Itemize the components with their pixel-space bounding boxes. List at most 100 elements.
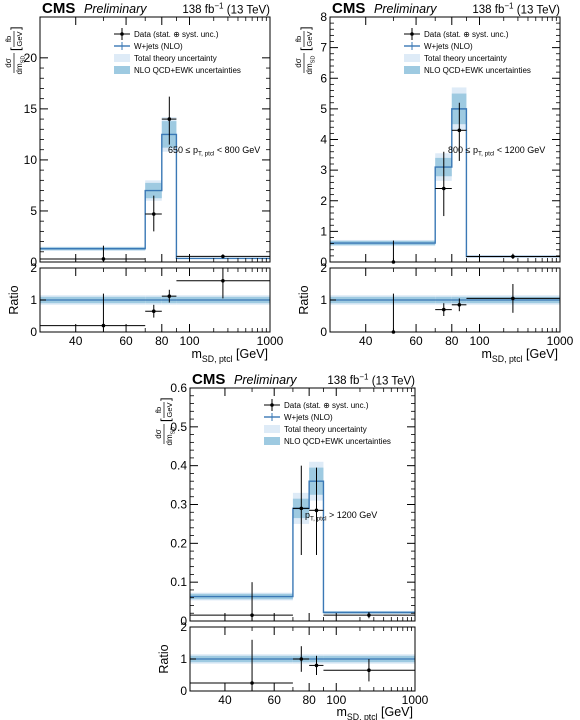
legend-nlo-swatch (114, 66, 130, 74)
legend-total-label: Total theory uncertainty (134, 54, 217, 63)
ratio-axis-label: Ratio (7, 285, 21, 314)
ratio-y-tick-label: 2 (30, 261, 37, 275)
x-tick-label: 100 (469, 334, 489, 348)
legend-data-label: Data (stat. ⊕ syst. unc.) (134, 30, 219, 39)
legend-total-swatch (264, 425, 280, 433)
legend-theory-label: W+jets (NLO) (424, 42, 473, 51)
legend-theory-label: W+jets (NLO) (284, 413, 333, 422)
cms-label: CMS (42, 0, 75, 17)
y-label-bracket-right: ] (298, 26, 313, 30)
ratio-axis-label-group: Ratio (157, 644, 171, 673)
y-tick-label: 3 (320, 163, 327, 177)
ratio-point (221, 279, 225, 283)
y-tick-label: 0 (320, 255, 327, 269)
ratio-y-tick-label: 2 (320, 261, 327, 275)
y-label-unit-numerator: fb (294, 36, 303, 42)
y-tick-label: 7 (320, 41, 327, 55)
x-axis-label: mSD, ptcl [GeV] (482, 347, 559, 364)
y-tick-label: 0.1 (170, 575, 187, 589)
y-label-numerator: dσ (4, 58, 13, 67)
preliminary-label: Preliminary (84, 2, 147, 16)
ratio-point (167, 294, 172, 298)
y-tick-label: 5 (320, 102, 327, 116)
x-tick-label: 1000 (547, 334, 574, 348)
legend-data-marker (410, 32, 414, 36)
ratio-point (367, 668, 371, 672)
x-tick-label: 1000 (257, 334, 284, 348)
kinematic-annotation: 800 ≤ pT, ptcl < 1200 GeV (448, 145, 545, 158)
data-point (151, 212, 156, 216)
legend-total-swatch (404, 54, 420, 62)
x-tick-label: 100 (179, 334, 199, 348)
luminosity-label: 138 fb−1 (13 TeV) (327, 372, 415, 387)
x-tick-label: 1000 (402, 693, 429, 707)
data-point (457, 128, 462, 133)
cms-label: CMS (192, 371, 225, 388)
data-point (441, 186, 446, 191)
y-tick-label: 4 (320, 133, 327, 147)
legend-nlo-label: NLO QCD+EWK uncertainties (284, 437, 391, 446)
y-tick-label: 15 (24, 102, 38, 116)
y-tick-label: 0 (180, 614, 187, 628)
y-label-bracket-left: [ (298, 47, 313, 51)
y-tick-label: 0.5 (170, 420, 187, 434)
x-tick-label: 60 (268, 693, 282, 707)
legend-total-label: Total theory uncertainty (284, 425, 367, 434)
y-tick-label: 0 (30, 255, 37, 269)
y-label-denominator: dmSD (15, 56, 26, 75)
data-point (367, 613, 371, 617)
y-tick-label: 8 (320, 10, 327, 24)
y-label-unit-denominator: GeV (305, 31, 314, 46)
preliminary-label: Preliminary (234, 373, 297, 387)
legend-nlo-swatch (404, 66, 420, 74)
y-label-unit-denominator: GeV (15, 31, 24, 46)
y-label-unit-numerator: fb (154, 407, 163, 413)
legend-total-label: Total theory uncertainty (424, 54, 507, 63)
ratio-y-tick-label: 0 (320, 325, 327, 339)
legend-nlo-swatch (264, 437, 280, 445)
ratio-y-tick-label: 2 (180, 620, 187, 634)
ratio-y-tick-label: 0 (180, 684, 187, 698)
ratio-axis-label: Ratio (157, 644, 171, 673)
ratio-axis-label: Ratio (297, 285, 311, 314)
x-tick-label: 80 (302, 693, 316, 707)
x-tick-label: 80 (445, 334, 459, 348)
data-point (314, 508, 319, 513)
ratio-y-tick-label: 0 (30, 325, 37, 339)
kinematic-annotation: 650 ≤ pT, ptcl < 800 GeV (168, 145, 260, 158)
preliminary-label: Preliminary (374, 2, 437, 16)
luminosity-label: 138 fb−1 (13 TeV) (472, 1, 560, 16)
data-point (250, 613, 254, 617)
y-label-denominator: dmSD (165, 427, 176, 446)
legend-nlo-label: NLO QCD+EWK uncertainties (134, 66, 241, 75)
y-tick-label: 5 (30, 204, 37, 218)
legend-theory-label: W+jets (NLO) (134, 42, 183, 51)
legend-data-marker (270, 403, 274, 407)
y-tick-label: 1 (320, 224, 327, 238)
x-axis-label: mSD, ptcl [GeV] (192, 347, 269, 364)
ratio-point (151, 309, 156, 314)
luminosity-label: 138 fb−1 (13 TeV) (182, 1, 270, 16)
legend-total-swatch (114, 54, 130, 62)
legend-data-label: Data (stat. ⊕ syst. unc.) (424, 30, 509, 39)
y-label-numerator: dσ (154, 429, 163, 438)
ratio-point (511, 296, 515, 301)
x-tick-label: 60 (119, 334, 133, 348)
data-point (167, 117, 172, 121)
kinematic-annotation: pT, ptcl > 1200 GeV (305, 510, 377, 523)
y-label-bracket-left: [ (158, 418, 173, 422)
y-label-denominator: dmSD (305, 56, 316, 75)
y-label-bracket-left: [ (8, 47, 23, 51)
x-tick-label: 60 (409, 334, 423, 348)
legend-data-label: Data (stat. ⊕ syst. unc.) (284, 401, 369, 410)
ratio-point (299, 657, 304, 661)
ratio-point (101, 323, 106, 328)
ratio-point (457, 303, 462, 307)
y-tick-label: 10 (24, 153, 38, 167)
ratio-axis-label-group: Ratio (297, 285, 311, 314)
x-tick-label: 100 (326, 693, 346, 707)
